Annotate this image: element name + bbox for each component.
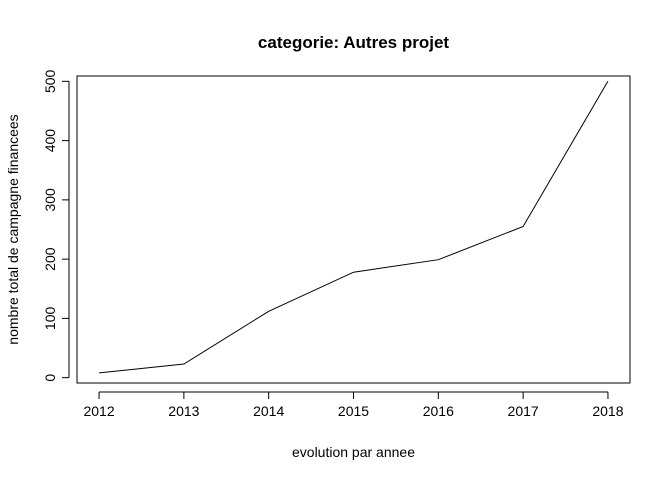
y-tick-label: 0 bbox=[42, 374, 58, 382]
x-tick-label: 2013 bbox=[168, 403, 199, 419]
y-axis-label: nombre total de campagne financees bbox=[5, 114, 21, 344]
x-tick-label: 2014 bbox=[253, 403, 284, 419]
x-axis: 2012 2013 2014 2015 2016 2017 2018 bbox=[83, 391, 624, 419]
series-line bbox=[99, 81, 609, 374]
x-tick-label: 2016 bbox=[423, 403, 454, 419]
chart-title: categorie: Autres projet bbox=[258, 33, 449, 52]
y-tick-label: 200 bbox=[42, 247, 58, 271]
y-tick-label: 100 bbox=[42, 307, 58, 331]
x-tick-label: 2012 bbox=[83, 403, 114, 419]
y-tick-label: 500 bbox=[42, 69, 58, 93]
x-axis-label: evolution par annee bbox=[292, 444, 415, 460]
y-tick-label: 300 bbox=[42, 188, 58, 212]
y-axis: 0 100 200 300 400 500 bbox=[42, 69, 70, 382]
y-tick-label: 400 bbox=[42, 129, 58, 153]
x-tick-label: 2017 bbox=[508, 403, 539, 419]
x-tick-label: 2018 bbox=[592, 403, 623, 419]
x-tick-label: 2015 bbox=[338, 403, 369, 419]
series-layer bbox=[99, 81, 609, 374]
plot-frame bbox=[76, 75, 631, 384]
